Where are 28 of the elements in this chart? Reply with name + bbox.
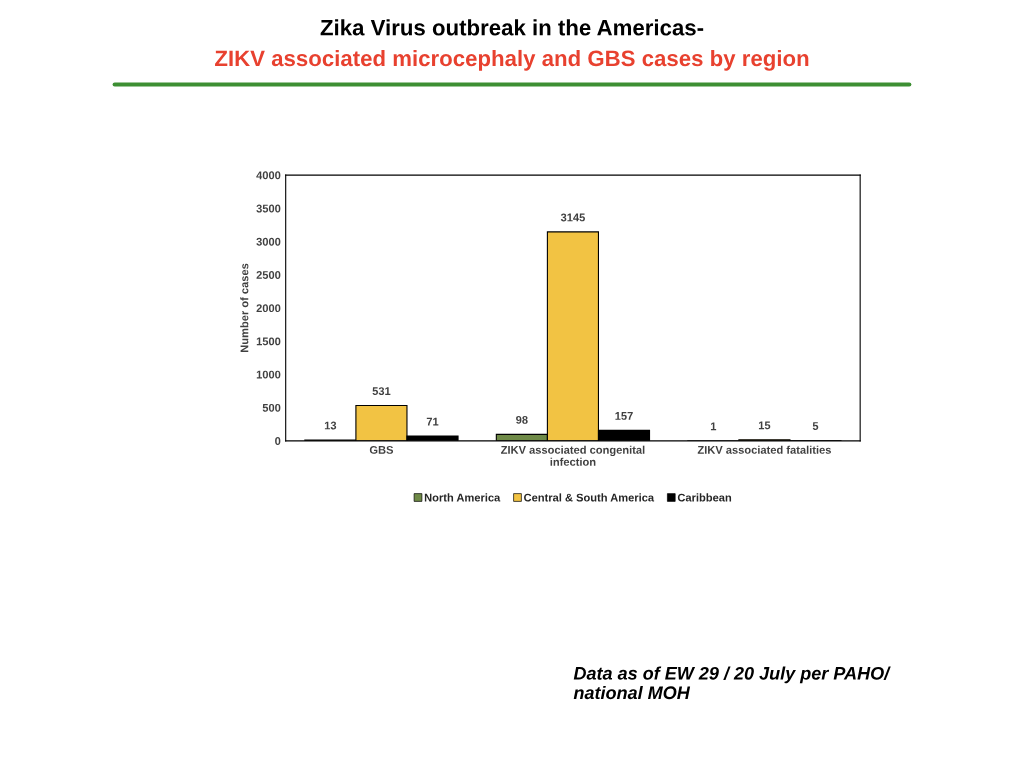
y-axis-title: Number of cases [240, 263, 249, 352]
data-label: 3145 [560, 213, 585, 222]
x-tick-label: ZIKV associated congenital infection [501, 445, 645, 466]
y-tick-label: 4000 [256, 171, 281, 180]
data-label: 13 [324, 421, 337, 430]
y-tick-label: 3500 [256, 204, 281, 213]
data-label: 15 [758, 421, 771, 430]
data-label: 71 [426, 417, 439, 426]
legend-label: Caribbean [677, 493, 732, 502]
legend-label: North America [424, 493, 501, 502]
y-tick-label: 3000 [256, 237, 281, 246]
data-label: 531 [372, 387, 391, 396]
text: Data as of EW 29 / 20 July per PAHO/ national MOH [573, 666, 891, 700]
y-tick-label: 2500 [256, 271, 281, 279]
y-tick-label: 0 [275, 437, 281, 445]
chart-subtitle: ZIKV associated microcephaly and GBS cases by region [215, 49, 809, 71]
data-label: 5 [812, 422, 819, 430]
chart-title: Zika Virus outbreak in the Americas- [320, 19, 704, 36]
y-tick-label: 2000 [256, 304, 281, 313]
data-label: 98 [516, 415, 528, 424]
data-label: 1 [710, 422, 717, 431]
y-tick-label: 1000 [256, 370, 281, 379]
data-label: 157 [615, 412, 633, 420]
x-tick-label: GBS [369, 445, 394, 454]
y-tick-label: 500 [262, 403, 281, 412]
x-tick-label: ZIKV associated fatalities [697, 445, 831, 454]
y-tick-label: 1500 [256, 337, 281, 346]
legend-label: Central & South America [524, 493, 655, 502]
